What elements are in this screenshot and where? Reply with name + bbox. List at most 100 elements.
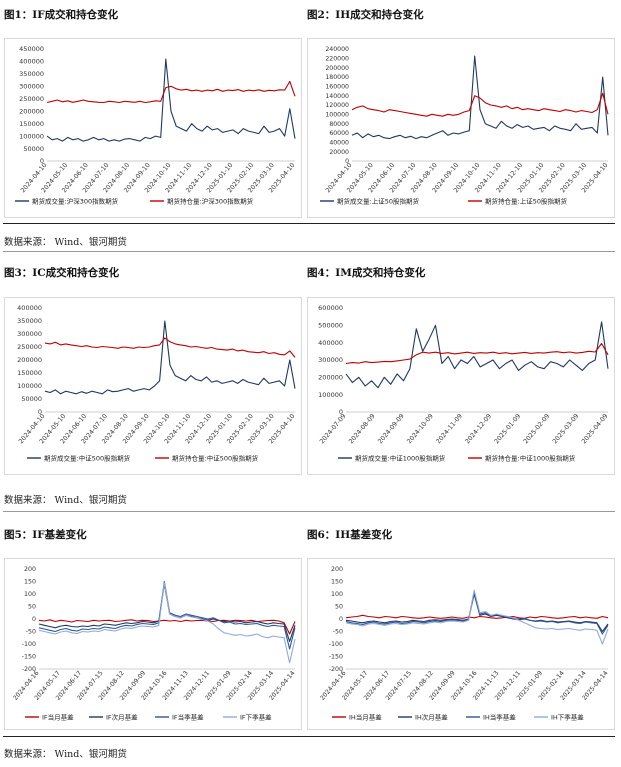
series-line-2 <box>345 590 609 635</box>
x-tick-label: 2024-12-09 <box>464 413 493 446</box>
y-tick-label: 400000 <box>318 339 343 347</box>
y-tick-label: 50 <box>28 604 36 611</box>
y-tick-label: 20000 <box>329 149 349 156</box>
y-tick-label: 120000 <box>325 102 349 109</box>
y-tick-label: -100 <box>22 641 36 648</box>
y-tick-label: -200 <box>329 666 343 673</box>
x-tick-label: 2024-11-09 <box>435 413 464 446</box>
x-tick-label: 2024-07-09 <box>319 413 348 446</box>
y-tick-label: 200000 <box>17 356 42 364</box>
y-tick-label: 160000 <box>325 84 349 91</box>
chart-panel-ih-basis: 200 150 100 50 0 -50 -100 -150 -200 2024-04-16 202… <box>307 558 615 730</box>
legend-label: 期货持仓量:上证50股指期货 <box>485 196 567 205</box>
legend-label: IF下季基差 <box>240 712 272 721</box>
y-tick-label: 0 <box>32 616 36 623</box>
y-tick-label: 50000 <box>21 395 42 403</box>
legend-label: 期货成交量:中证500股指期货 <box>44 453 131 462</box>
y-tick-label: 200000 <box>325 65 349 72</box>
section-divider <box>3 511 615 512</box>
y-tick-label: 100 <box>331 591 343 598</box>
chart-panel-ic-volume-oi: 400000 350000 300000 250000 200000 150000 1000… <box>4 297 302 475</box>
x-tick-label: 2024-09-09 <box>377 413 406 446</box>
legend-label: 期货成交量:中证1000股指期货 <box>355 453 446 462</box>
series-line-1 <box>44 337 296 358</box>
y-tick-label: 600000 <box>318 304 343 312</box>
y-tick-label: 140000 <box>325 93 349 100</box>
y-tick-label: -100 <box>329 641 343 648</box>
y-tick-label: 220000 <box>325 56 349 63</box>
y-tick-label: 240000 <box>325 46 349 53</box>
y-tick-label: 200 <box>24 566 36 573</box>
y-tick-label: 250000 <box>19 95 44 103</box>
y-tick-label: 350000 <box>19 70 44 78</box>
section-divider <box>3 736 615 737</box>
chart-im-volume-oi: 6000005000004000003000002000001000000202… <box>318 304 610 462</box>
x-tick-label: 2024-10-09 <box>406 413 435 446</box>
figure-5-title: 图5：IF基差变化 <box>4 529 87 541</box>
y-tick-label: -50 <box>26 629 36 636</box>
legend-label: 期货成交量:上证50股指期货 <box>337 196 419 205</box>
x-tick-label: 2025-04-09 <box>581 413 610 446</box>
series-line-1 <box>351 92 609 117</box>
y-tick-label: 40000 <box>329 140 349 147</box>
series-line-1 <box>345 342 609 365</box>
y-tick-label: 300000 <box>318 356 343 364</box>
figure-4-title: 图4：IM成交和持仓变化 <box>307 267 426 279</box>
y-tick-label: 0 <box>40 157 44 165</box>
y-tick-label: 100000 <box>325 112 349 119</box>
chart-if-volume-oi: 450000 400000 350000 300000 250000 200000 1500… <box>15 45 297 205</box>
figure-1-title: 图1：IF成交和持仓变化 <box>4 9 119 21</box>
x-tick-label: 2024-08-09 <box>348 413 377 446</box>
y-tick-label: 350000 <box>17 317 42 325</box>
chart-if-basis: 200150100500-50-100-150-2002024-04-16202… <box>12 566 297 721</box>
legend-label: 期货持仓量:中证1000股指期货 <box>485 453 576 462</box>
series-line-2 <box>38 580 296 650</box>
series-line-3 <box>345 589 609 645</box>
data-source-note: 数据来源： Wind、银河期货 <box>4 237 127 248</box>
y-tick-label: -150 <box>22 654 36 661</box>
legend-label: IF当季基差 <box>172 712 204 721</box>
figure-2-title: 图2：IH成交和持仓变化 <box>307 9 424 21</box>
y-tick-label: 150 <box>331 579 343 586</box>
y-tick-label: 500000 <box>318 322 343 330</box>
data-source-note: 数据来源： Wind、银河期货 <box>4 749 127 760</box>
legend-label: IH下季基差 <box>551 712 584 721</box>
chart-panel-ih-volume-oi: 240000 220000 200000 180000 160000 140000 1200… <box>307 38 615 218</box>
y-tick-label: 0 <box>339 408 343 416</box>
chart-ic-volume-oi: 400000 350000 300000 250000 200000 150000 1000… <box>17 304 296 462</box>
series-line-0 <box>38 619 296 635</box>
y-tick-label: 60000 <box>329 130 349 137</box>
y-tick-label: 300000 <box>17 330 42 338</box>
chart-panel-if-basis: 200 150 100 50 0 -50 -100 -150 -200 2024-04-16 202… <box>4 558 302 730</box>
legend-label: 期货持仓量:沪深300指数期货 <box>167 196 254 205</box>
series-line-1 <box>46 80 296 104</box>
y-tick-label: 100000 <box>17 382 42 390</box>
series-line-0 <box>345 614 609 619</box>
x-tick-label: 2025-02-09 <box>522 413 551 446</box>
y-tick-label: 300000 <box>19 83 44 91</box>
data-source-note: 数据来源： Wind、银河期货 <box>4 495 127 506</box>
section-divider <box>3 223 615 224</box>
legend-label: IF当月基差 <box>42 712 74 721</box>
y-tick-label: 200000 <box>19 107 44 115</box>
section-divider <box>3 251 615 252</box>
series-line-0 <box>46 58 296 142</box>
y-tick-label: 450000 <box>19 45 44 53</box>
y-tick-label: 50000 <box>23 145 44 153</box>
y-tick-label: 200000 <box>318 374 343 382</box>
y-tick-label: 50 <box>335 604 343 611</box>
y-tick-label: 100 <box>24 591 36 598</box>
series-line-3 <box>38 582 296 664</box>
chart-panel-if-volume-oi: 450000 400000 350000 300000 250000 200000 1500… <box>4 38 302 218</box>
legend-label: IF次月基差 <box>106 712 138 721</box>
series-line-0 <box>44 320 296 395</box>
figure-6-title: 图6：IH基差变化 <box>307 529 393 541</box>
y-tick-label: 0 <box>345 158 349 165</box>
y-tick-label: 150000 <box>19 120 44 128</box>
y-tick-label: 100000 <box>19 132 44 140</box>
legend-label: IH当月基差 <box>349 712 382 721</box>
chart-ih-basis: 200150100500-50-100-150-2002024-04-16202… <box>319 566 610 721</box>
legend-label: IH当季基差 <box>483 712 516 721</box>
legend-label: 期货成交量:沪深300指数期货 <box>32 196 119 205</box>
y-tick-label: 0 <box>38 408 42 416</box>
